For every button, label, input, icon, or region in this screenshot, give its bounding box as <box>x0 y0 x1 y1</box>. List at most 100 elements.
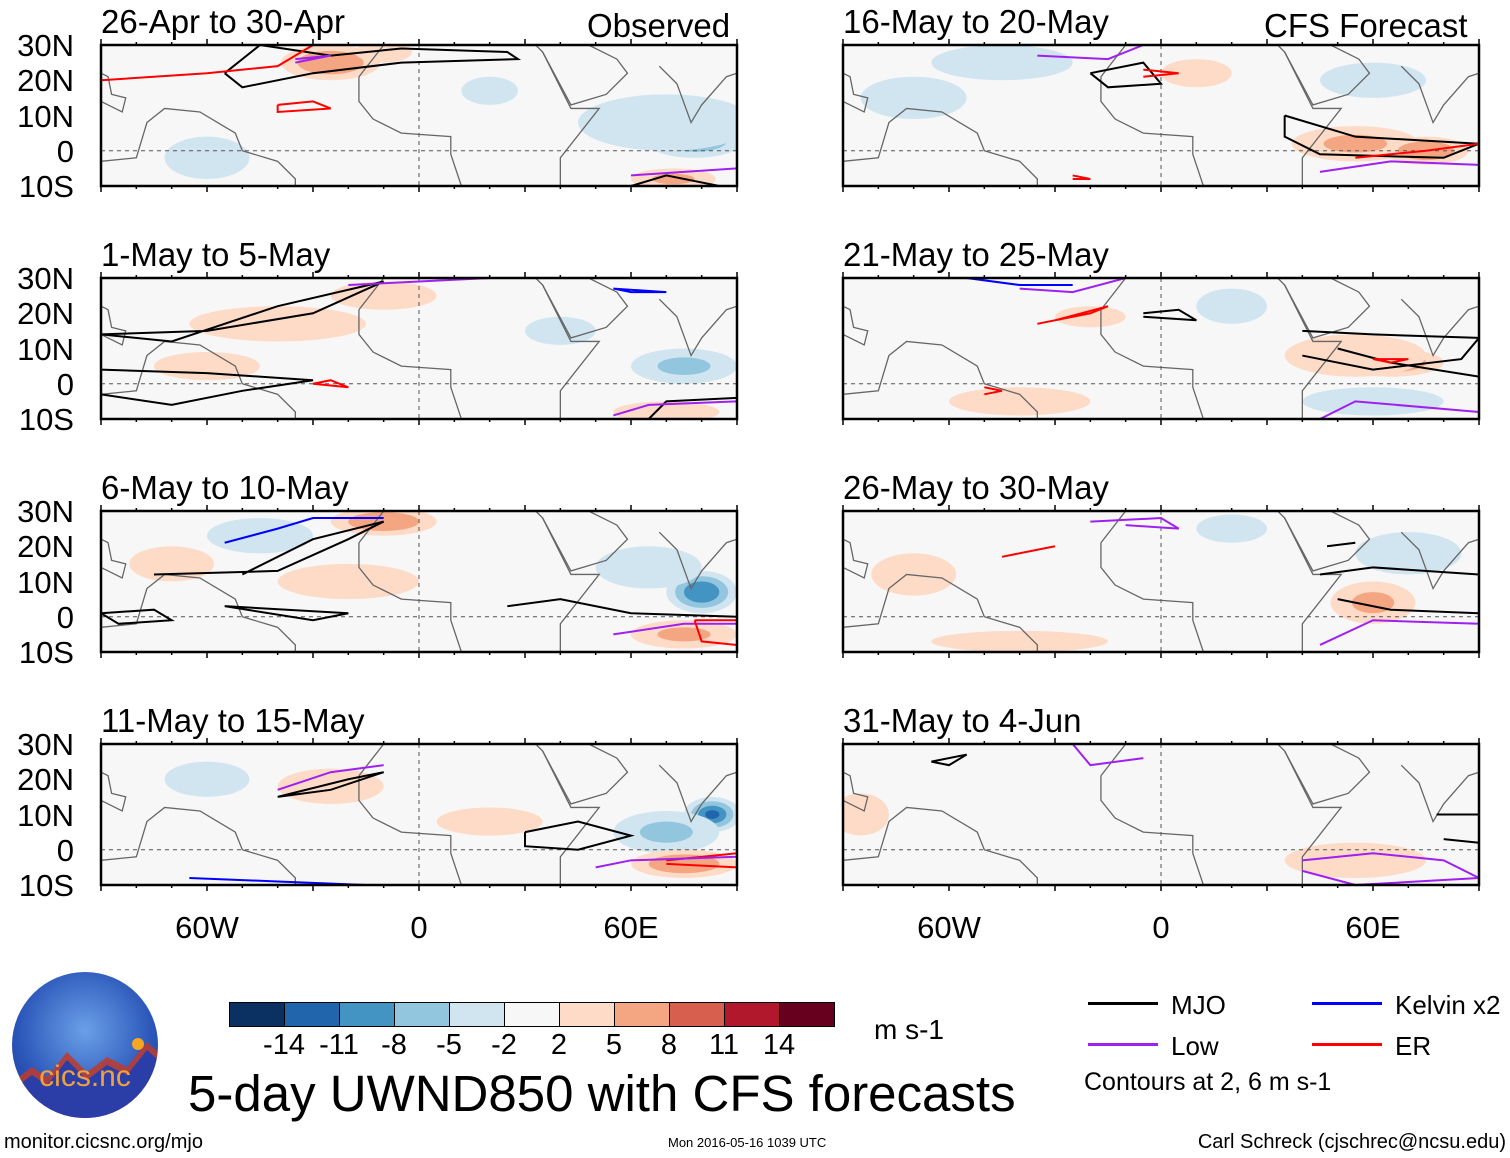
low-contour <box>1319 160 1479 173</box>
y-tick-label: 30N <box>17 261 74 296</box>
wind-anomaly-shading <box>164 761 250 797</box>
wind-anomaly-shading <box>871 553 957 596</box>
legend-label: MJO <box>1171 990 1226 1020</box>
mjo-contour <box>647 396 737 419</box>
wind-anomaly-shading <box>1178 66 1214 81</box>
mjo-contour <box>1283 114 1479 159</box>
panel-title: 1-May to 5-May <box>101 236 331 273</box>
wind-anomaly-shading <box>1323 134 1388 153</box>
mjo-contour <box>630 174 720 186</box>
y-tick-label: 20N <box>17 296 74 332</box>
er-contour <box>1037 305 1109 325</box>
mjo-contour <box>1089 61 1164 89</box>
coastline <box>101 573 296 652</box>
coastline <box>1100 744 1343 885</box>
coastline <box>658 278 737 358</box>
wind-anomaly-shading <box>1355 532 1462 575</box>
colorbar-swatch <box>560 1003 615 1026</box>
y-tick-label: 10S <box>18 169 74 204</box>
panel-title: 21-May to 25-May <box>843 236 1109 273</box>
wind-anomaly-shading <box>860 76 967 120</box>
coastline <box>1284 744 1371 805</box>
cics-logo: cics.nc <box>12 972 158 1118</box>
coastline <box>1284 278 1371 339</box>
wind-anomaly-shading <box>475 83 504 98</box>
contour-note: Contours at 2, 6 m s-1 <box>1084 1068 1332 1096</box>
er-contour <box>984 386 1003 396</box>
legend-label: ER <box>1395 1031 1432 1061</box>
panel-title: 11-May to 15-May <box>101 702 365 739</box>
coastline <box>542 744 629 805</box>
x-tick-label: 0 <box>1152 910 1170 945</box>
coastline <box>1100 45 1343 186</box>
colorbar-swatch <box>230 1003 285 1026</box>
y-tick-label: 10N <box>17 564 74 600</box>
y-tick-label: 10N <box>17 331 74 367</box>
y-tick-label: 30N <box>17 727 74 762</box>
panel-title: 6-May to 10-May <box>101 469 349 506</box>
wind-anomaly-shading <box>657 357 711 375</box>
colorbar-swatch <box>725 1003 780 1026</box>
y-tick-label: 10S <box>18 868 74 903</box>
coastline <box>1100 511 1343 652</box>
panel-title: 31-May to 4-Jun <box>843 702 1082 739</box>
coastline <box>843 340 1038 419</box>
coastline <box>1284 45 1371 106</box>
y-tick-label: 10S <box>18 402 74 437</box>
er-contour <box>276 100 332 114</box>
wind-anomaly-shading <box>639 406 693 418</box>
mjo-contour <box>1326 541 1356 548</box>
kelvin-contour <box>224 517 384 544</box>
wind-anomaly-shading <box>931 630 1108 652</box>
wind-anomaly-shading <box>1320 62 1426 98</box>
coastline <box>658 511 737 591</box>
kelvin-contour <box>966 278 1073 287</box>
y-tick-label: 30N <box>17 494 74 529</box>
coastline <box>1100 278 1343 419</box>
logo-text: cics.nc <box>39 1060 131 1093</box>
coastline <box>101 305 127 346</box>
mjo-contour <box>224 45 522 89</box>
coastline <box>358 511 601 652</box>
panel-title: 26-May to 30-May <box>843 469 1109 506</box>
mjo-contour <box>101 280 385 343</box>
coastline <box>358 45 601 186</box>
er-contour <box>312 379 349 389</box>
colorbar-swatch <box>670 1003 725 1026</box>
y-tick-label: 0 <box>56 366 74 402</box>
colorbar-swatch <box>450 1003 505 1026</box>
map-panel <box>99 738 739 891</box>
wind-anomaly-shading <box>1337 394 1409 409</box>
coastline <box>542 45 629 106</box>
colorbar-swatch <box>285 1003 340 1026</box>
er-contour <box>1372 358 1409 364</box>
map-panel <box>841 39 1481 192</box>
wind-anomaly-shading <box>314 56 348 69</box>
figure-title: 5-day UWND850 with CFS forecasts <box>188 1065 1016 1122</box>
colorbar-label: 14 <box>762 1029 796 1061</box>
legend-line <box>1088 1002 1158 1005</box>
coastline <box>1400 278 1479 358</box>
footer-credit: Carl Schreck (cjschrec@ncsu.edu) <box>1197 1131 1506 1153</box>
coastline <box>101 771 127 812</box>
coastline <box>843 771 869 812</box>
x-tick-label: 60E <box>1345 910 1401 945</box>
er-contour <box>666 852 737 869</box>
coastline <box>101 107 296 186</box>
coastline <box>658 45 737 125</box>
low-contour <box>295 54 331 64</box>
coastline <box>843 573 1038 652</box>
wind-anomaly-shading <box>189 306 366 342</box>
coastline <box>843 538 869 579</box>
coastline <box>843 107 1038 186</box>
coastline <box>843 72 869 113</box>
kelvin-contour <box>613 287 667 294</box>
y-tick-label: 10S <box>18 635 74 670</box>
y-tick-label: 20N <box>17 529 74 565</box>
wind-anomaly-shading <box>843 793 889 836</box>
low-contour <box>613 400 737 417</box>
colorbar-label: 5 <box>605 1029 623 1061</box>
mjo-contour <box>931 753 968 767</box>
cfs-forecast-label: CFS Forecast <box>1264 7 1468 44</box>
